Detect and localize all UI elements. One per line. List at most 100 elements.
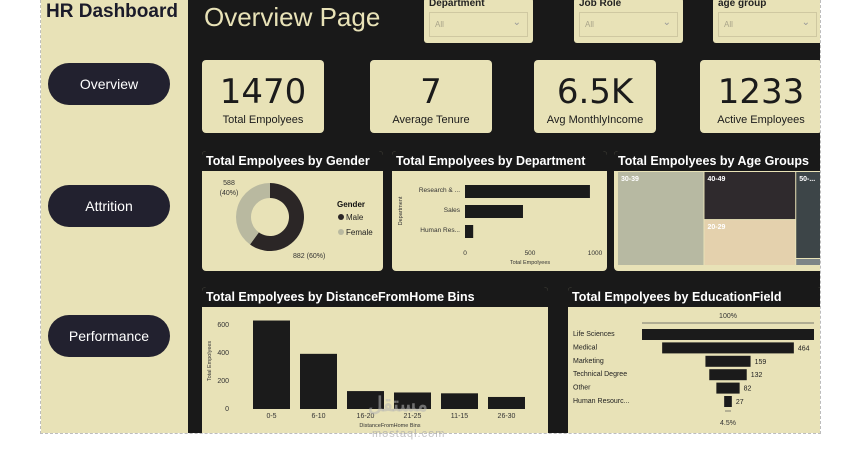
bar-4: [441, 393, 478, 409]
kpi-value: 6.5K: [556, 72, 634, 112]
kpi-average-tenure: 7 Average Tenure: [370, 60, 492, 133]
category-label: Marketing: [573, 358, 604, 365]
legend-title: Gender: [337, 200, 365, 209]
category-label: Human Resourc...: [573, 398, 629, 405]
department-chart-card[interactable]: Total Empolyees by Department Research &…: [392, 151, 607, 271]
tick-label: 500: [525, 250, 536, 257]
tick-label: 200: [217, 378, 229, 385]
distance-bar-chart: 0 200 400 600 Total Empolyees 0-5 6-10 16-20 21-…: [207, 320, 525, 429]
treemap-tile-small: [796, 259, 820, 265]
bar-0: [253, 320, 290, 409]
tile-label: 40-49: [707, 176, 725, 183]
category-label: Research & ...: [419, 187, 460, 194]
age-groups-chart-card[interactable]: Total Empolyees by Age Groups 30-39 40-49…: [614, 151, 820, 271]
kpi-label: Total Empolyees: [222, 114, 304, 126]
chevron-down-icon: ⌄: [801, 17, 810, 28]
department-slicer[interactable]: Department All ⌄: [424, 0, 533, 43]
age-group-slicer[interactable]: age group All ⌄: [713, 0, 820, 43]
chart-title: Total Empolyees by Department: [392, 151, 607, 172]
chevron-down-icon: ⌄: [662, 17, 671, 28]
tile-label: 50-...: [799, 176, 815, 183]
age-groups-treemap: 30-39 40-49 20-29 50-...: [618, 172, 820, 265]
treemap-tile-1: [704, 172, 796, 220]
data-label: (40%): [220, 190, 239, 197]
category-label: Technical Degree: [573, 371, 627, 378]
y-axis-label: Total Empolyees: [207, 341, 213, 382]
tick-label: 400: [217, 350, 229, 357]
kpi-label: Active Employees: [717, 114, 805, 126]
y-axis-label: Department: [398, 196, 404, 225]
slicer-label: age group: [718, 0, 767, 9]
watermark-url: mostaql.com: [372, 428, 446, 440]
category-label: Life Sciences: [573, 331, 615, 338]
category-label: Medical: [573, 344, 598, 351]
funnel-bar-1: [662, 342, 794, 354]
attrition-button[interactable]: Attrition: [48, 185, 170, 227]
funnel-bar-2: [705, 355, 751, 367]
bar-0: [465, 185, 590, 198]
gender-chart-card[interactable]: Total Empolyees by Gender 588 (40%) 882 (6…: [202, 151, 383, 271]
kpi-active-employees: 1233 Active Employees: [700, 60, 820, 133]
kpi-value: 1470: [219, 72, 307, 112]
legend-label: Male: [346, 213, 364, 222]
legend-female-marker: [338, 229, 344, 235]
category-label: 11-15: [451, 413, 468, 420]
education-funnel-chart: 100% Life Sciences Medical 464 Marketing 159 T…: [573, 313, 814, 427]
slicer-value: All: [585, 20, 594, 29]
sidebar: HR Dashboard Overview Attrition Performa…: [41, 0, 188, 433]
dashboard-canvas: HR Dashboard Overview Attrition Performa…: [40, 0, 821, 434]
age-group-dropdown[interactable]: All ⌄: [718, 12, 817, 37]
data-label: 27: [736, 399, 744, 406]
tile-label: 30-39: [621, 176, 639, 183]
watermark-logo: مستقل: [368, 394, 428, 416]
funnel-top-label: 100%: [719, 313, 737, 320]
data-label: 588: [223, 180, 235, 187]
treemap-tile-0: [618, 172, 704, 265]
tick-label: 0: [225, 406, 229, 413]
donut-slice-male: [250, 183, 304, 251]
x-axis-label: Total Empolyees: [510, 260, 551, 266]
bar-1: [300, 353, 337, 409]
bar-1: [465, 205, 523, 218]
slicer-value: All: [435, 20, 444, 29]
tick-label: 0: [463, 250, 467, 257]
legend-label: Female: [346, 228, 373, 237]
funnel-bar-5: [724, 396, 732, 407]
kpi-value: 1233: [717, 72, 805, 112]
chart-title: Total Empolyees by Gender: [202, 151, 383, 172]
kpi-total-employees: 1470 Total Empolyees: [202, 60, 324, 133]
slicer-value: All: [724, 20, 733, 29]
data-label: 159: [755, 359, 767, 366]
distance-chart-card[interactable]: Total Empolyees by DistanceFromHome Bins…: [202, 287, 548, 433]
gender-donut-chart: 588 (40%) 882 (60%) Gender Male Female: [220, 180, 374, 260]
overview-button[interactable]: Overview: [48, 63, 170, 105]
department-dropdown[interactable]: All ⌄: [429, 12, 528, 37]
education-chart-card[interactable]: Total Empolyees by EducationField 100% Li…: [568, 287, 820, 433]
tile-label: 20-29: [707, 224, 725, 231]
funnel-bottom-label: 4.5%: [720, 420, 736, 427]
treemap-tile-3: [796, 172, 820, 258]
slicer-label: Job Role: [579, 0, 622, 9]
category-label: 26-30: [498, 413, 516, 420]
slicer-label: Department: [429, 0, 485, 9]
bar-2: [347, 391, 384, 409]
performance-button[interactable]: Performance: [48, 315, 170, 357]
funnel-bar-4: [716, 382, 740, 394]
chart-title: Total Empolyees by EducationField: [568, 287, 820, 308]
category-label: 0-5: [266, 413, 276, 420]
tick-label: 600: [217, 322, 229, 329]
treemap-tile-2: [704, 220, 796, 265]
kpi-avg-monthly-income: 6.5K Avg MonthlyIncome: [534, 60, 656, 133]
data-label: 132: [751, 372, 763, 379]
job-role-dropdown[interactable]: All ⌄: [579, 12, 678, 37]
bar-3: [394, 392, 431, 409]
category-label: 21-25: [404, 413, 422, 420]
x-axis-label: DistanceFromHome Bins: [359, 423, 420, 429]
chart-title: Total Empolyees by Age Groups: [614, 151, 820, 172]
legend-male-marker: [338, 214, 344, 220]
data-label: 464: [798, 345, 810, 352]
kpi-label: Average Tenure: [392, 114, 470, 126]
dashboard-title: HR Dashboard: [46, 1, 178, 22]
job-role-slicer[interactable]: Job Role All ⌄: [574, 0, 683, 43]
data-label: 882 (60%): [293, 253, 325, 260]
